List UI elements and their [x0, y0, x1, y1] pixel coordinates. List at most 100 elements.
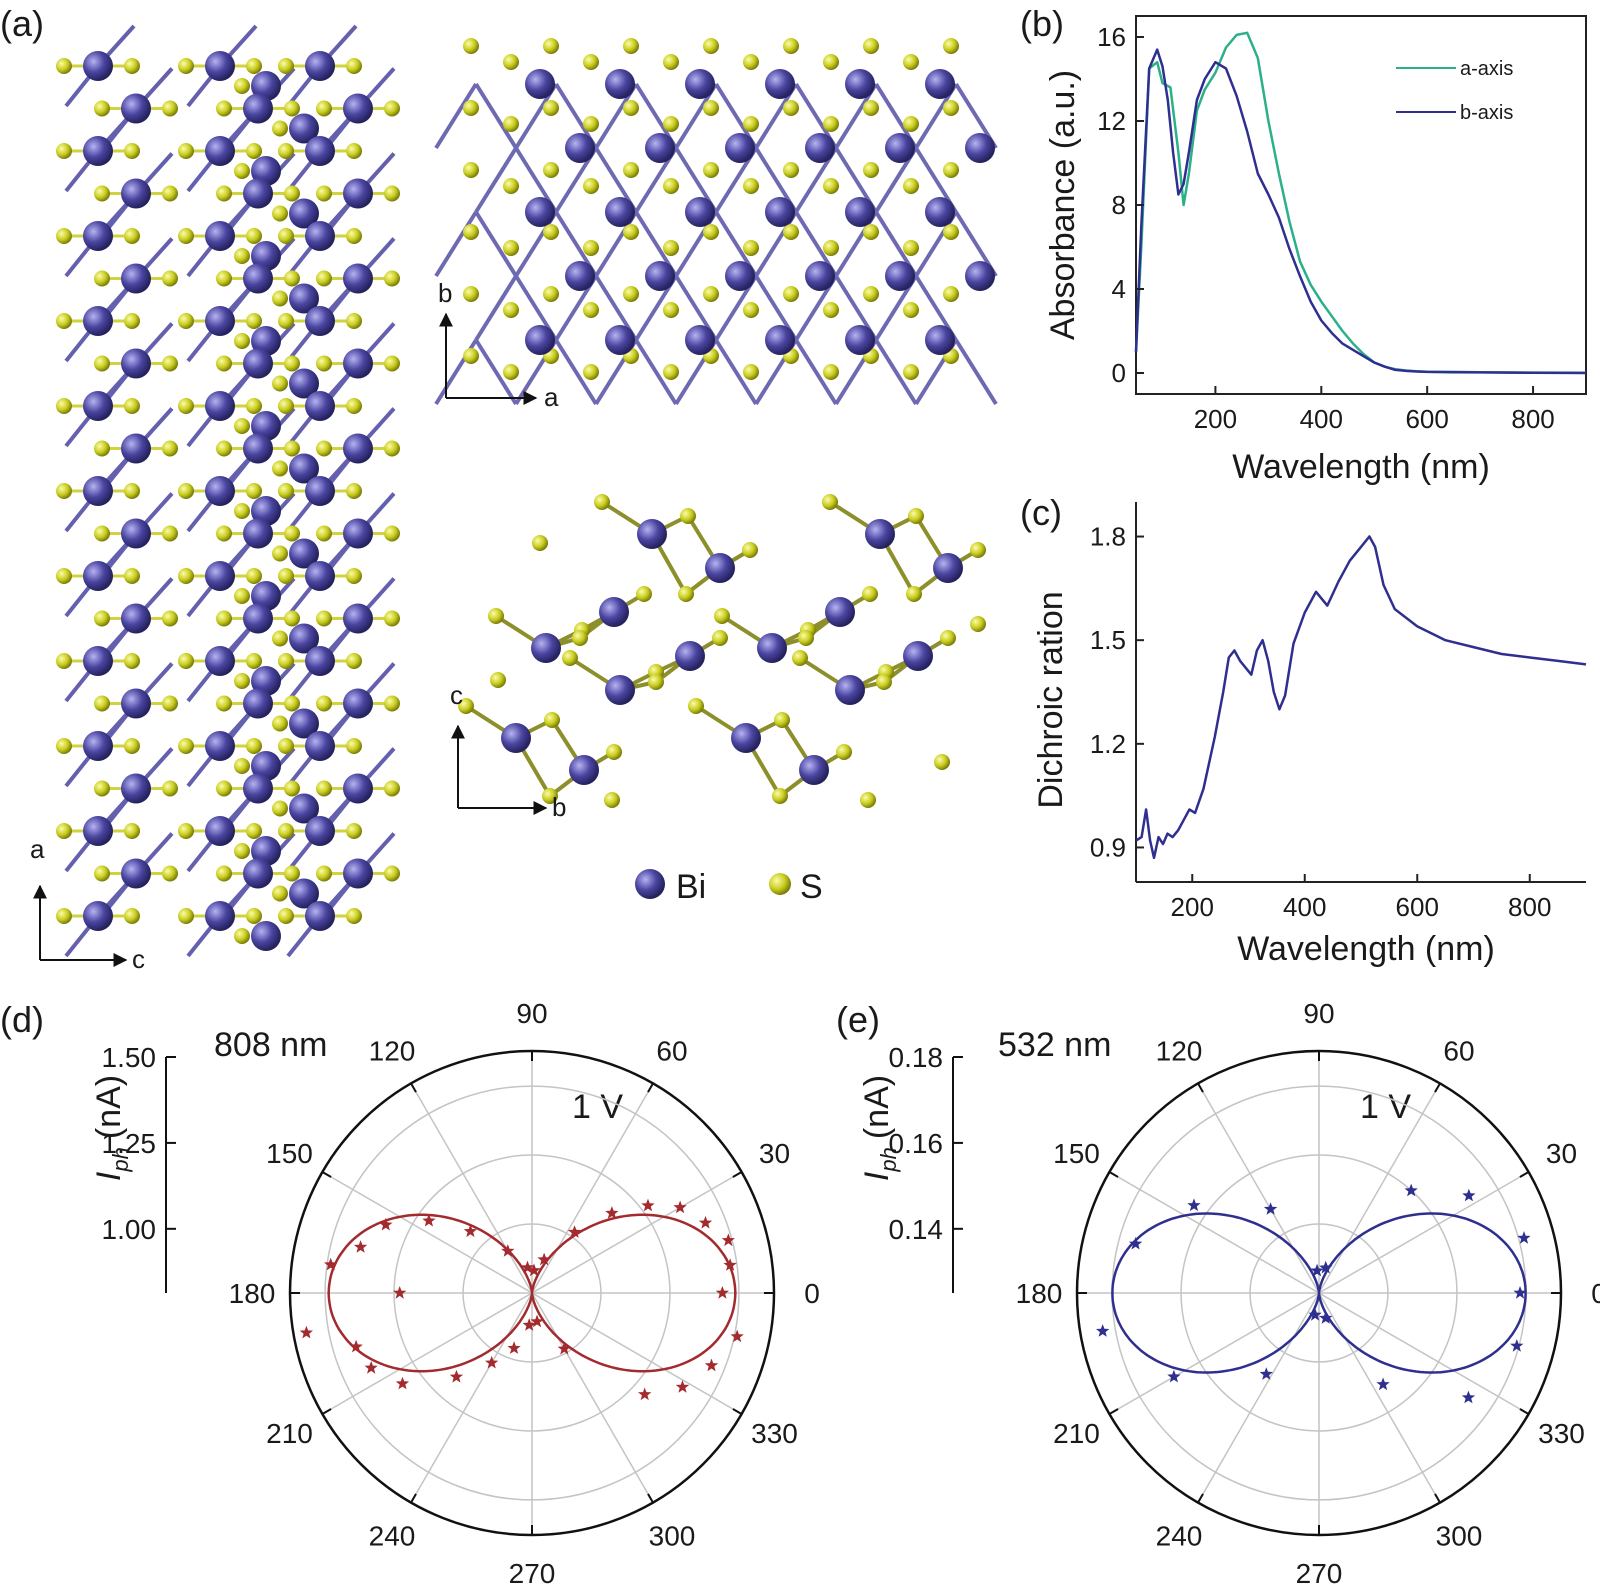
s-atom: [272, 885, 288, 902]
s-atom: [970, 616, 986, 632]
s-atom: [503, 178, 519, 194]
bi-atom: [243, 518, 273, 549]
x-tick-label: 400: [1300, 404, 1343, 434]
s-atom: [384, 610, 400, 627]
s-atom: [162, 270, 178, 287]
s-atom: [284, 270, 300, 287]
bi-atom: [835, 675, 865, 705]
s-atom: [56, 143, 72, 159]
panel-label-a: (a): [0, 3, 44, 44]
s-atom: [178, 313, 194, 329]
data-point-star: [395, 1376, 410, 1390]
data-point-star: [501, 1244, 515, 1257]
s-atom: [503, 240, 519, 256]
data-point-star: [723, 1258, 737, 1271]
bi-atom: [765, 197, 795, 227]
angle-tick-label: 60: [1443, 1036, 1474, 1067]
data-point-star: [353, 1240, 368, 1253]
s-atom: [384, 865, 400, 882]
data-point-star: [704, 1358, 719, 1372]
bi-atom: [205, 646, 235, 676]
s-atom: [488, 608, 504, 624]
bond: [634, 338, 678, 406]
s-atom: [246, 483, 262, 499]
s-atom: [124, 653, 140, 669]
s-atom: [246, 398, 262, 414]
x-axis-title: Wavelength (nm): [1232, 448, 1490, 486]
s-atom: [663, 54, 679, 70]
r-tick-label: 1.25: [102, 1128, 157, 1159]
s-atom: [583, 364, 599, 380]
s-atom: [823, 302, 839, 318]
s-atom: [714, 608, 730, 624]
s-atom: [124, 483, 140, 499]
s-atom: [903, 302, 919, 318]
s-atom: [943, 162, 959, 178]
s-atom: [316, 440, 332, 457]
bi-atom: [83, 476, 113, 506]
y-axis-title: Dichroic ration: [1032, 591, 1070, 808]
s-atom: [876, 674, 892, 690]
s-atom: [772, 788, 788, 804]
s-atom: [623, 162, 639, 178]
axes-indicator-top: b a: [438, 278, 559, 412]
data-point-star: [1319, 1311, 1333, 1324]
angle-tick: [1434, 1493, 1441, 1504]
data-point-star: [299, 1325, 313, 1339]
s-atom: [216, 355, 232, 372]
data-point-star: [379, 1217, 393, 1231]
bi-atom: [305, 901, 335, 931]
s-atom: [234, 163, 250, 179]
bi-atom: [251, 836, 281, 866]
s-atom: [384, 270, 400, 287]
s-atom: [216, 270, 232, 287]
s-atom: [798, 630, 814, 646]
s-atom: [272, 375, 288, 392]
bi-atom: [83, 51, 113, 81]
s-legend-label: S: [800, 868, 823, 906]
s-atom: [246, 143, 262, 159]
s-atom: [284, 440, 300, 457]
s-atom: [743, 364, 759, 380]
angle-tick-label: 240: [1156, 1520, 1203, 1551]
s-atom: [783, 224, 799, 240]
s-atom: [908, 508, 924, 524]
s-atom: [792, 650, 808, 666]
axis-letter: b: [552, 792, 566, 822]
bi-atom: [83, 646, 113, 676]
bi-atom: [251, 241, 281, 271]
s-atom: [384, 695, 400, 712]
bi-legend-label: Bi: [676, 868, 706, 906]
bi-atom: [531, 633, 561, 663]
x-tick-label: 600: [1405, 404, 1448, 434]
s-atom: [463, 38, 479, 54]
wavelength-label: 808 nm: [214, 1026, 327, 1064]
bi-atom: [725, 261, 755, 291]
y-tick-label: 4: [1112, 274, 1126, 304]
bi-atom: [121, 433, 151, 464]
bi-atom: [289, 538, 319, 569]
s-atom: [703, 100, 719, 116]
bi-atom: [243, 178, 273, 209]
bi-atom: [251, 496, 281, 526]
bond: [714, 338, 758, 406]
y-tick-label: 0: [1112, 358, 1126, 388]
s-atom: [316, 695, 332, 712]
s-atom: [863, 162, 879, 178]
bi-atom: [243, 93, 273, 124]
data-point-star: [1167, 1369, 1181, 1383]
s-atom: [178, 483, 194, 499]
s-atom: [178, 228, 194, 244]
s-atom: [216, 780, 232, 797]
s-atom: [743, 302, 759, 318]
bi-atom: [289, 878, 319, 909]
s-atom: [823, 364, 839, 380]
s-atom: [384, 525, 400, 542]
s-atom: [56, 228, 72, 244]
atom-legend: Bi S: [635, 868, 823, 906]
s-atom: [94, 695, 110, 712]
angle-tick: [647, 1082, 654, 1093]
s-atom: [583, 302, 599, 318]
bi-atom: [205, 51, 235, 81]
s-atom: [272, 800, 288, 817]
